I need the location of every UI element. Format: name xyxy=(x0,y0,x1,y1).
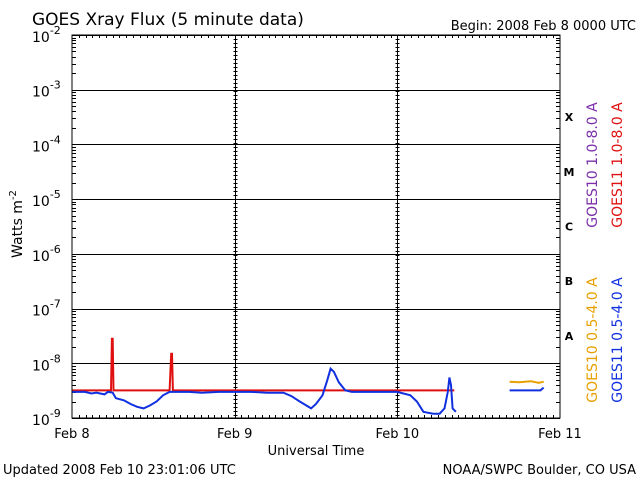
x-tick-label: Feb 8 xyxy=(54,427,89,442)
series-line-3 xyxy=(72,366,545,415)
flare-class-labels: X M C B A xyxy=(564,111,575,343)
chart-title: GOES Xray Flux (5 minute data) xyxy=(32,10,304,30)
legend: GOES10 1.0-8.0 A GOES11 1.0-8.0 A GOES10 0… xyxy=(585,102,626,403)
y-tick-label: 10-2 xyxy=(32,24,61,46)
flare-class-x: X xyxy=(565,111,574,124)
flare-class-b: B xyxy=(565,275,573,288)
x-tick-labels: Feb 8 Feb 9 Feb 10 Feb 11 xyxy=(54,427,582,442)
y-tick-label: 10-4 xyxy=(32,133,61,155)
footer-source: NOAA/SWPC Boulder, CO USA xyxy=(443,463,636,478)
y-tick-label: 10-5 xyxy=(32,188,61,210)
y-tick-label: 10-7 xyxy=(32,298,61,320)
flare-class-m: M xyxy=(564,166,575,179)
legend-entry: GOES10 0.5-4.0 A xyxy=(585,277,601,403)
flare-class-c: C xyxy=(565,221,573,234)
y-tick-label: 10-8 xyxy=(32,352,61,374)
series-line-1 xyxy=(72,337,455,392)
footer-updated: Updated 2008 Feb 10 23:01:06 UTC xyxy=(3,463,236,478)
x-tick-label: Feb 11 xyxy=(538,427,582,442)
x-axis-label: Universal Time xyxy=(268,444,365,459)
flare-class-a: A xyxy=(565,330,574,343)
y-tick-label: 10-9 xyxy=(32,407,61,429)
plot-frame xyxy=(71,34,561,419)
legend-entry: GOES10 1.0-8.0 A xyxy=(585,102,601,228)
series-layer xyxy=(72,337,545,415)
x-tick-label: Feb 9 xyxy=(217,427,252,442)
y-axis-label: Watts m-2 xyxy=(8,190,26,258)
begin-label: Begin: 2008 Feb 8 0000 UTC xyxy=(451,19,636,34)
x-tick-label: Feb 10 xyxy=(375,427,419,442)
legend-entry: GOES11 1.0-8.0 A xyxy=(610,102,626,228)
y-tick-labels: 10-2 10-3 10-4 10-5 10-6 10-7 10-8 10-9 xyxy=(32,24,61,429)
grid-layer xyxy=(72,35,560,419)
legend-entry: GOES11 0.5-4.0 A xyxy=(610,277,626,403)
y-tick-label: 10-6 xyxy=(32,243,61,265)
y-tick-label: 10-3 xyxy=(32,79,61,101)
series-line-2 xyxy=(509,380,544,384)
